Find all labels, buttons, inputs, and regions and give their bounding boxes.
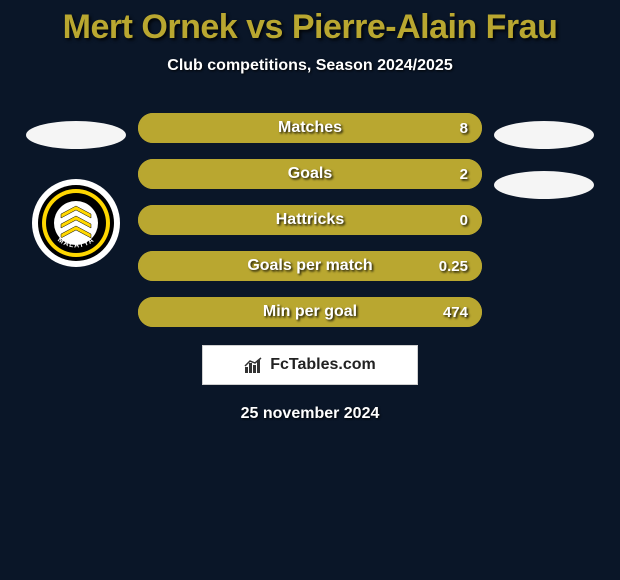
bar-chart-icon bbox=[244, 357, 264, 373]
stat-value-right: 0 bbox=[460, 212, 468, 229]
stat-bar: Goals 2 bbox=[138, 159, 482, 189]
snapshot-date: 25 november 2024 bbox=[241, 405, 380, 423]
stat-label: Matches bbox=[278, 119, 342, 137]
club-badge: MALATYA bbox=[32, 179, 120, 267]
player-photo-placeholder bbox=[494, 121, 594, 149]
stat-bar: Goals per match 0.25 bbox=[138, 251, 482, 281]
stat-value-right: 8 bbox=[460, 120, 468, 137]
main-row: MALATYA Matches 8 Goals 2 Hattricks 0 Goals pe… bbox=[0, 113, 620, 327]
comparison-card: Mert Ornek vs Pierre-Alain Frau Club com… bbox=[0, 0, 620, 423]
stats-column: Matches 8 Goals 2 Hattricks 0 Goals per match 0… bbox=[136, 113, 484, 327]
left-player-column: MALATYA bbox=[16, 113, 136, 267]
stat-label: Min per goal bbox=[263, 303, 357, 321]
stat-bar: Min per goal 474 bbox=[138, 297, 482, 327]
brand-text: FcTables.com bbox=[270, 356, 376, 374]
stat-bar: Matches 8 bbox=[138, 113, 482, 143]
subtitle: Club competitions, Season 2024/2025 bbox=[167, 57, 452, 75]
stat-label: Goals per match bbox=[247, 257, 372, 275]
stat-value-right: 2 bbox=[460, 166, 468, 183]
right-player-column bbox=[484, 113, 604, 221]
stat-bar: Hattricks 0 bbox=[138, 205, 482, 235]
club-badge-placeholder bbox=[494, 171, 594, 199]
brand-attribution[interactable]: FcTables.com bbox=[202, 345, 418, 385]
club-crest-icon: MALATYA bbox=[37, 184, 115, 262]
page-title: Mert Ornek vs Pierre-Alain Frau bbox=[63, 8, 558, 47]
player-photo-placeholder bbox=[26, 121, 126, 149]
stat-value-right: 474 bbox=[443, 304, 468, 321]
stat-value-right: 0.25 bbox=[439, 258, 468, 275]
stat-label: Goals bbox=[288, 165, 332, 183]
stat-label: Hattricks bbox=[276, 211, 344, 229]
